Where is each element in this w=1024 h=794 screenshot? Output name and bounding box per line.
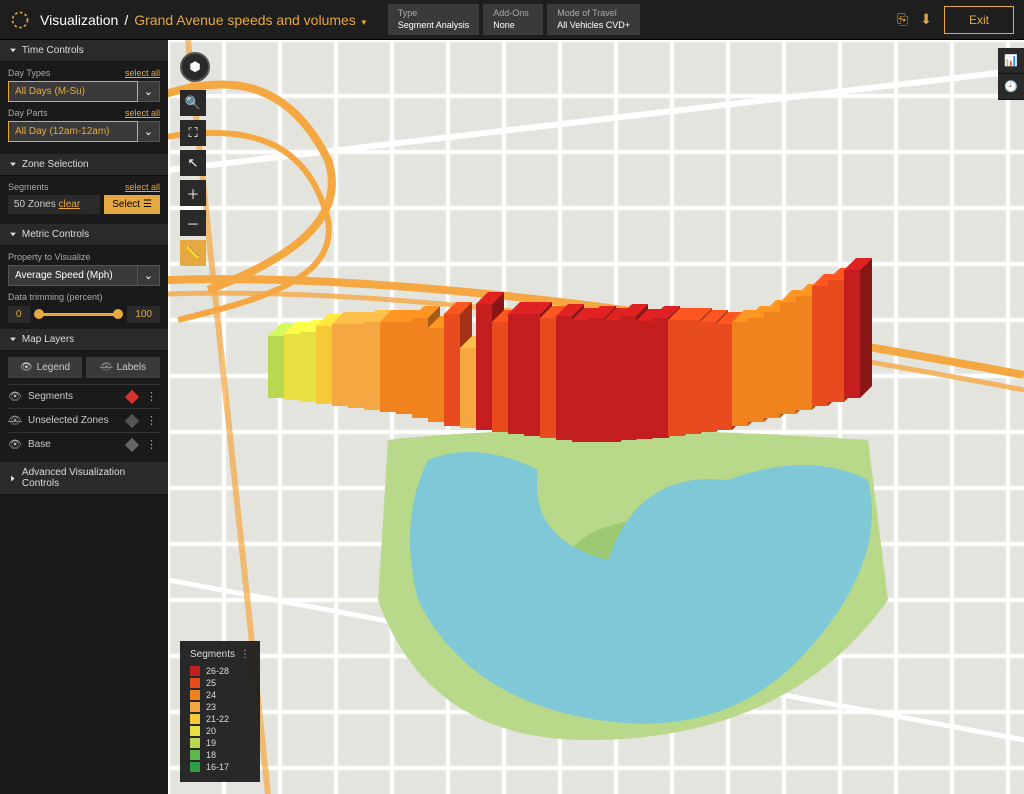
chevron-down-icon: ▼: [8, 47, 18, 54]
legend-title: Segments: [190, 649, 235, 660]
eye-icon[interactable]: 👁: [8, 438, 22, 451]
legend-item: 24: [190, 690, 250, 700]
layer-row: 👁 Segments ⋮: [8, 384, 160, 408]
top-bar: Visualization / Grand Avenue speeds and …: [0, 0, 1024, 40]
legend-item: 20: [190, 726, 250, 736]
layer-name: Unselected Zones: [28, 415, 121, 426]
more-icon[interactable]: ⋮: [143, 390, 160, 403]
section-zone-selection[interactable]: ▼Zone Selection: [0, 154, 168, 176]
legend-toggle-button[interactable]: 👁Legend: [8, 357, 82, 378]
pill-mode[interactable]: Mode of TravelAll Vehicles CVD+: [547, 4, 640, 35]
page-title: Visualization: [40, 12, 118, 28]
more-icon[interactable]: ⋮: [143, 414, 160, 427]
legend-swatch: [190, 666, 200, 676]
trim-max: 100: [127, 306, 160, 323]
breadcrumb: Visualization / Grand Avenue speeds and …: [40, 12, 368, 28]
clock-icon[interactable]: 🕘: [998, 74, 1024, 100]
section-metric-controls[interactable]: ▼Metric Controls: [0, 224, 168, 246]
clear-zones-link[interactable]: clear: [58, 199, 80, 210]
legend-menu-icon[interactable]: ⋮: [240, 649, 250, 660]
legend-swatch: [190, 690, 200, 700]
legend-swatch: [190, 750, 200, 760]
chevron-down-icon[interactable]: ⌄: [138, 81, 160, 102]
section-map-layers[interactable]: ▼Map Layers: [0, 329, 168, 351]
select-all-daytypes[interactable]: select all: [125, 68, 160, 78]
copy-icon[interactable]: ⎘: [897, 11, 908, 28]
eye-icon[interactable]: 👁: [8, 390, 22, 403]
eye-icon[interactable]: 👁: [8, 414, 22, 427]
project-dropdown[interactable]: Grand Avenue speeds and volumes: [134, 12, 367, 28]
legend-swatch: [190, 726, 200, 736]
app-logo-icon: [10, 10, 30, 30]
chevron-down-icon: ▼: [8, 336, 18, 343]
trim-min: 0: [8, 306, 30, 323]
legend-swatch: [190, 738, 200, 748]
search-icon[interactable]: 🔍: [180, 90, 206, 116]
chevron-down-icon: ▼: [8, 231, 18, 238]
legend-item: 16-17: [190, 762, 250, 772]
legend-item: 23: [190, 702, 250, 712]
legend-item: 21-22: [190, 714, 250, 724]
day-parts-dropdown[interactable]: All Day (12am-12am): [8, 121, 138, 142]
map-svg: [168, 40, 1024, 794]
section-advanced-controls[interactable]: ▼Advanced Visualization Controls: [0, 462, 168, 495]
select-all-dayparts[interactable]: select all: [125, 108, 160, 118]
select-all-segments[interactable]: select all: [125, 182, 160, 192]
layer-row: 👁 Base ⋮: [8, 432, 160, 456]
exit-button[interactable]: Exit: [944, 6, 1014, 34]
zoom-out-icon[interactable]: －: [180, 210, 206, 236]
download-icon[interactable]: ⬇: [920, 11, 932, 28]
map-legend: Segments ⋮ 26-28 25 24 23 21-22 20 19 18 16-17: [180, 641, 260, 782]
legend-item: 18: [190, 750, 250, 760]
legend-item: 26-28: [190, 666, 250, 676]
layer-name: Segments: [28, 391, 121, 402]
legend-swatch: [190, 678, 200, 688]
layer-swatch: [125, 389, 139, 403]
chevron-down-icon: ▼: [8, 161, 18, 168]
zones-count: 50 Zones clear: [8, 195, 100, 214]
chevron-right-icon: ▼: [10, 473, 17, 483]
more-icon[interactable]: ⋮: [143, 438, 160, 451]
list-icon: ☰: [143, 199, 152, 210]
chevron-down-icon[interactable]: ⌄: [138, 121, 160, 142]
day-types-label: Day Types: [8, 68, 50, 78]
fullscreen-icon[interactable]: ⛶: [180, 120, 206, 146]
legend-swatch: [190, 714, 200, 724]
pointer-icon[interactable]: ↖: [180, 150, 206, 176]
ruler-icon[interactable]: 📏: [180, 240, 206, 266]
trim-label: Data trimming (percent): [8, 292, 160, 302]
select-zones-button[interactable]: Select☰: [104, 195, 160, 214]
day-types-dropdown[interactable]: All Days (M-Su): [8, 81, 138, 102]
layer-name: Base: [28, 439, 121, 450]
chart-icon[interactable]: 📊: [998, 48, 1024, 74]
segments-label: Segments: [8, 182, 49, 192]
pill-type[interactable]: TypeSegment Analysis: [388, 4, 480, 35]
section-time-controls[interactable]: ▼Time Controls: [0, 40, 168, 62]
sidebar: ▼Time Controls Day Types select all All D…: [0, 40, 168, 794]
info-pills: TypeSegment Analysis Add-OnsNone Mode of…: [388, 4, 640, 35]
layer-swatch: [125, 437, 139, 451]
data-trim-slider[interactable]: 0 100: [8, 306, 160, 323]
compass-icon[interactable]: ⬢: [180, 52, 210, 82]
slider-thumb-max[interactable]: [113, 309, 123, 319]
legend-item: 19: [190, 738, 250, 748]
day-parts-label: Day Parts: [8, 108, 48, 118]
zoom-in-icon[interactable]: ＋: [180, 180, 206, 206]
property-dropdown[interactable]: Average Speed (Mph): [8, 265, 138, 286]
layer-swatch: [125, 413, 139, 427]
chevron-down-icon[interactable]: ⌄: [138, 265, 160, 286]
layer-row: 👁 Unselected Zones ⋮: [8, 408, 160, 432]
property-label: Property to Visualize: [8, 252, 160, 262]
map-canvas[interactable]: ⬢ 🔍 ⛶ ↖ ＋ － 📏 📊 🕘 Segments ⋮ 26-28 25 24 23 2…: [168, 40, 1024, 794]
right-tools: 📊 🕘: [998, 48, 1024, 100]
legend-item: 25: [190, 678, 250, 688]
eye-icon: 👁: [20, 362, 33, 373]
pill-addons[interactable]: Add-OnsNone: [483, 4, 543, 35]
slider-thumb-min[interactable]: [34, 309, 44, 319]
eye-off-icon: 👁: [100, 362, 113, 373]
legend-swatch: [190, 762, 200, 772]
labels-toggle-button[interactable]: 👁Labels: [86, 357, 160, 378]
map-tools: ⬢ 🔍 ⛶ ↖ ＋ － 📏: [180, 52, 210, 266]
legend-swatch: [190, 702, 200, 712]
